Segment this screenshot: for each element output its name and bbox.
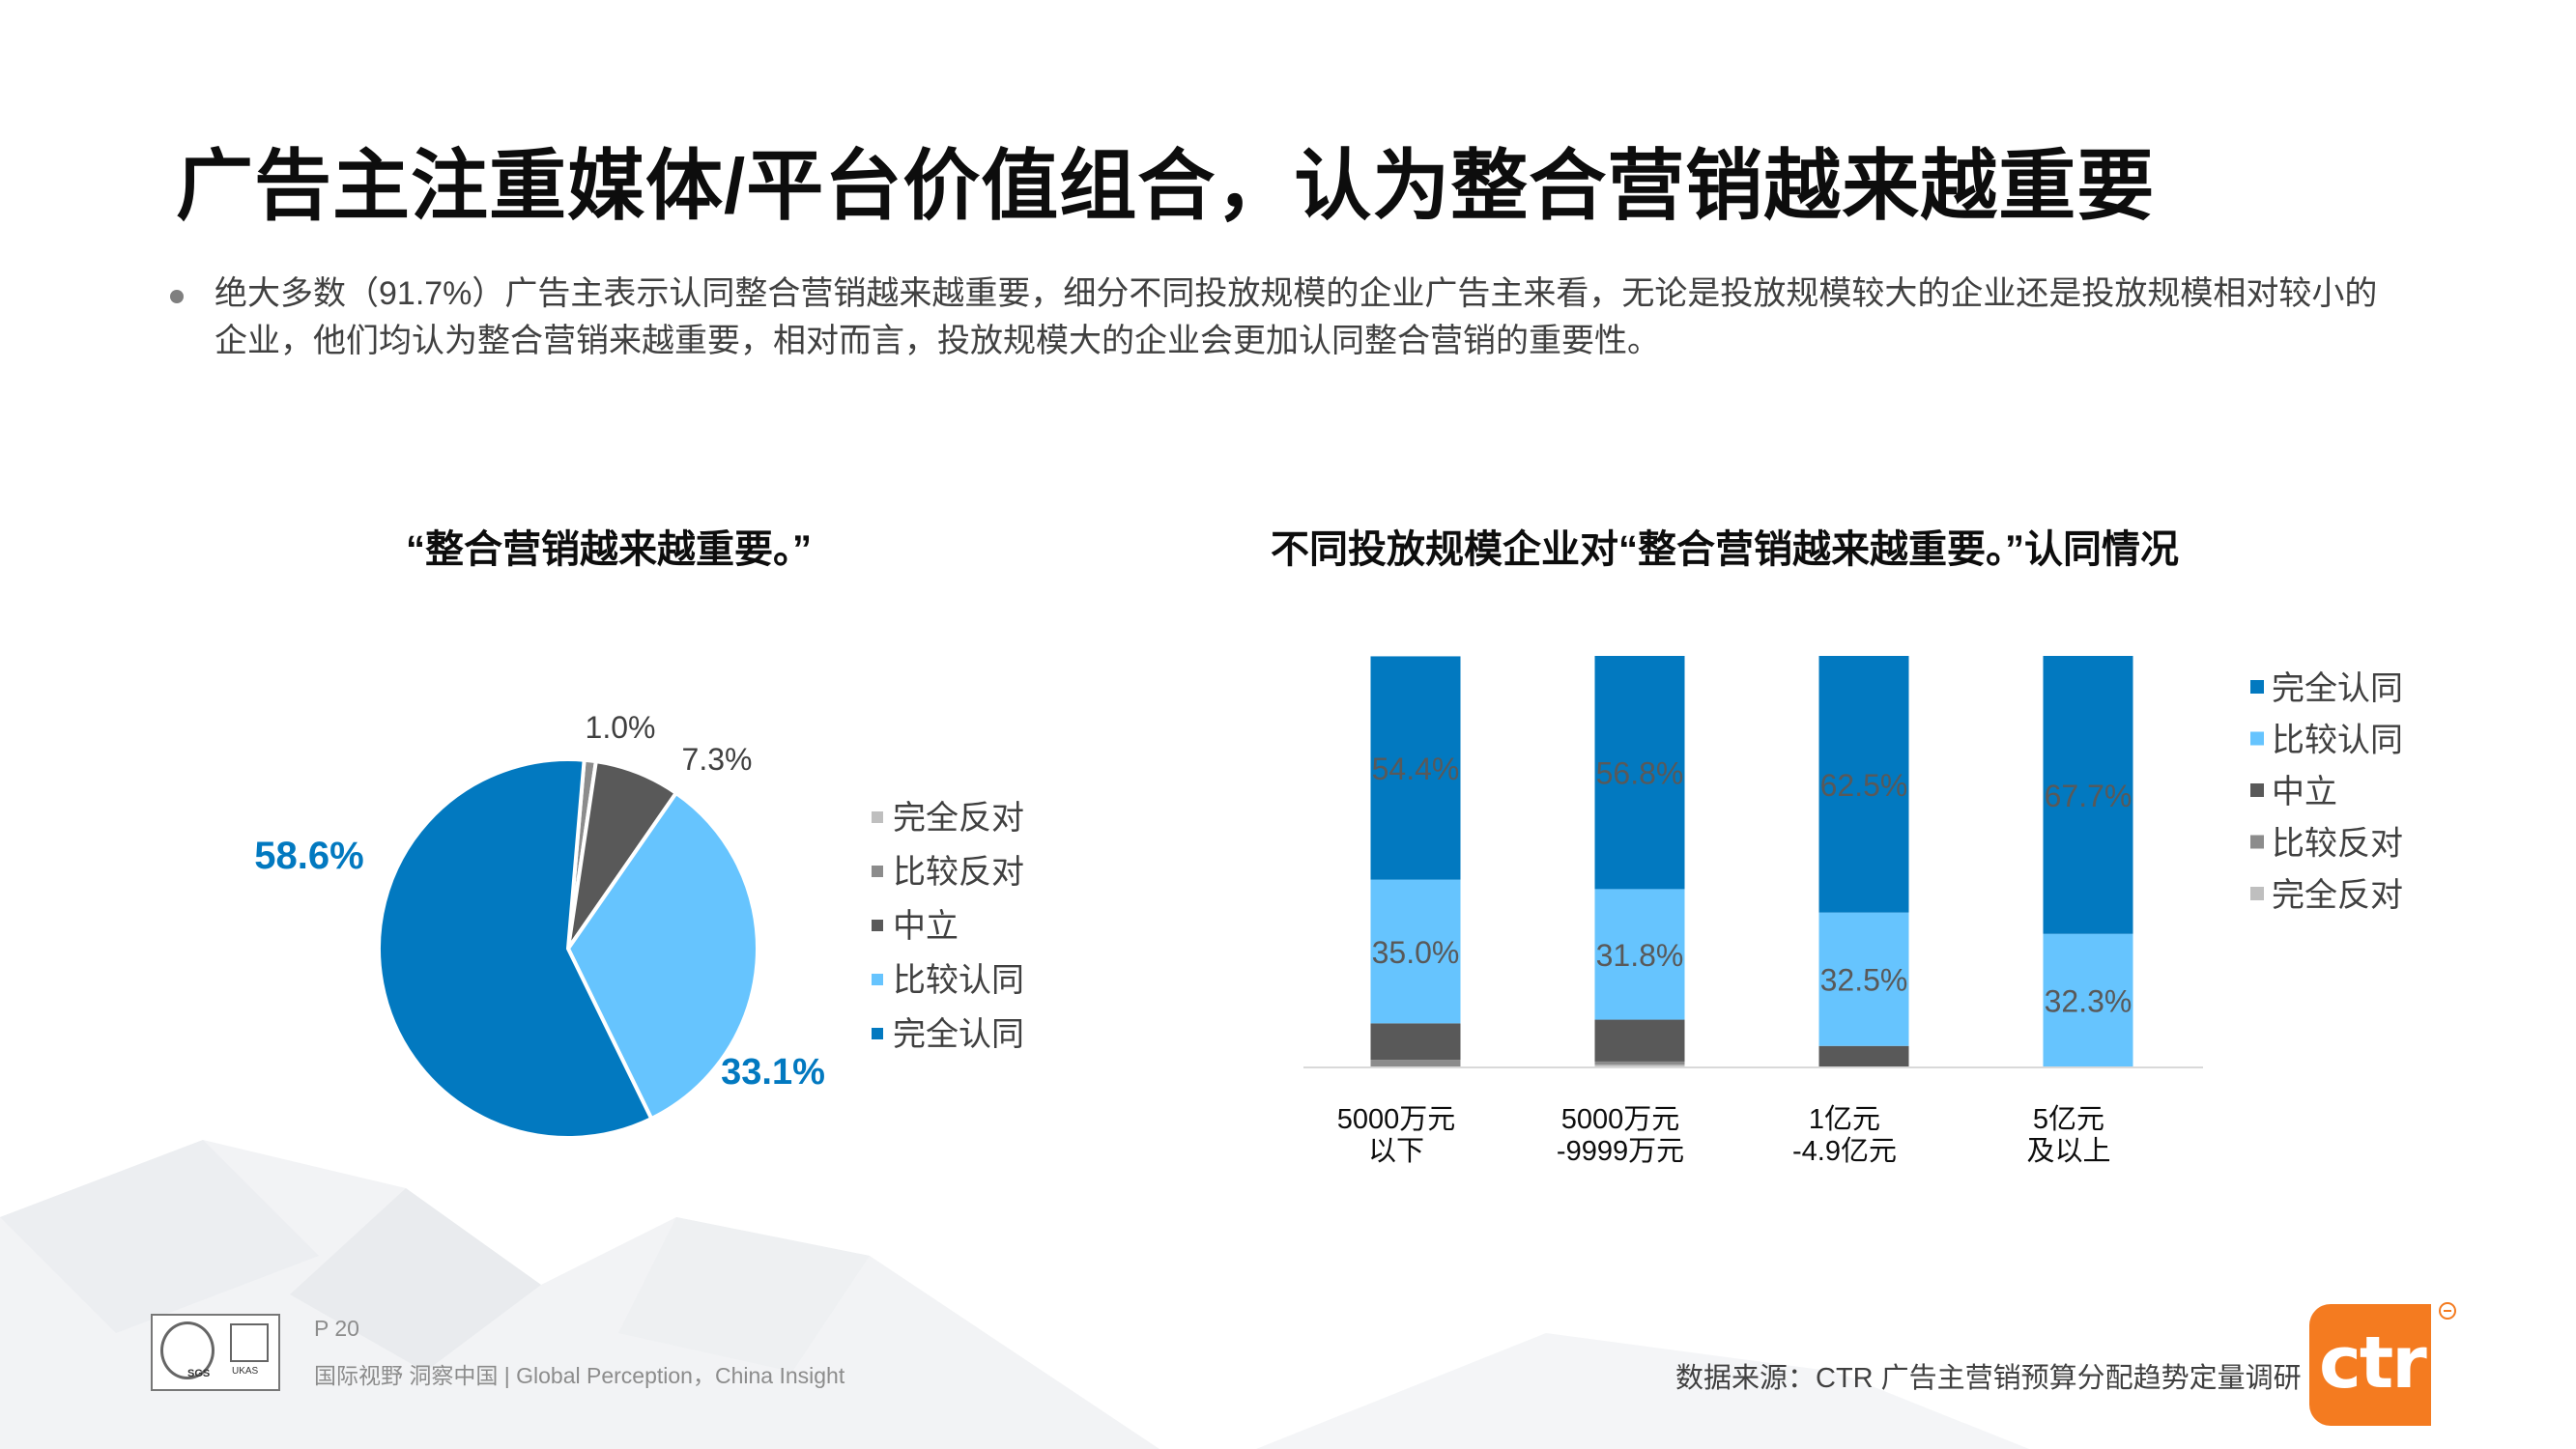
slide-title: 广告主注重媒体/平台价值组合，认为整合营销越来越重要 [176, 143, 2156, 229]
data-source: 数据来源：CTR 广告主营销预算分配趋势定量调研 [1675, 1363, 2302, 1394]
sgs-text: SGS [187, 1368, 211, 1379]
page-number: P 20 [314, 1316, 359, 1341]
bar-chart-title: 不同投放规模企业对“整合营销越来越重要。”认同情况 [1271, 528, 2179, 571]
registered-mark-icon [2439, 1302, 2456, 1320]
bullet-point: 绝大多数（91.7%）广告主表示认同整合营销越来越重要，细分不同投放规模的企业广… [170, 270, 2392, 365]
ukas-crown-icon [230, 1323, 269, 1362]
ukas-text: UKAS [232, 1366, 259, 1377]
certification-badge: SGS UKAS [151, 1314, 280, 1391]
bullet-text: 绝大多数（91.7%）广告主表示认同整合营销越来越重要，细分不同投放规模的企业广… [215, 275, 2378, 359]
ctr-logo-text: ctr [2319, 1321, 2427, 1405]
footer-slogan: 国际视野 洞察中国 | Global Perception，China Insi… [314, 1363, 845, 1388]
ctr-logo: ctr [2309, 1304, 2431, 1426]
pie-chart-title: “整合营销越来越重要。” [406, 528, 812, 571]
sgs-seal-icon [160, 1321, 215, 1379]
bullet-dot-icon [170, 290, 184, 303]
